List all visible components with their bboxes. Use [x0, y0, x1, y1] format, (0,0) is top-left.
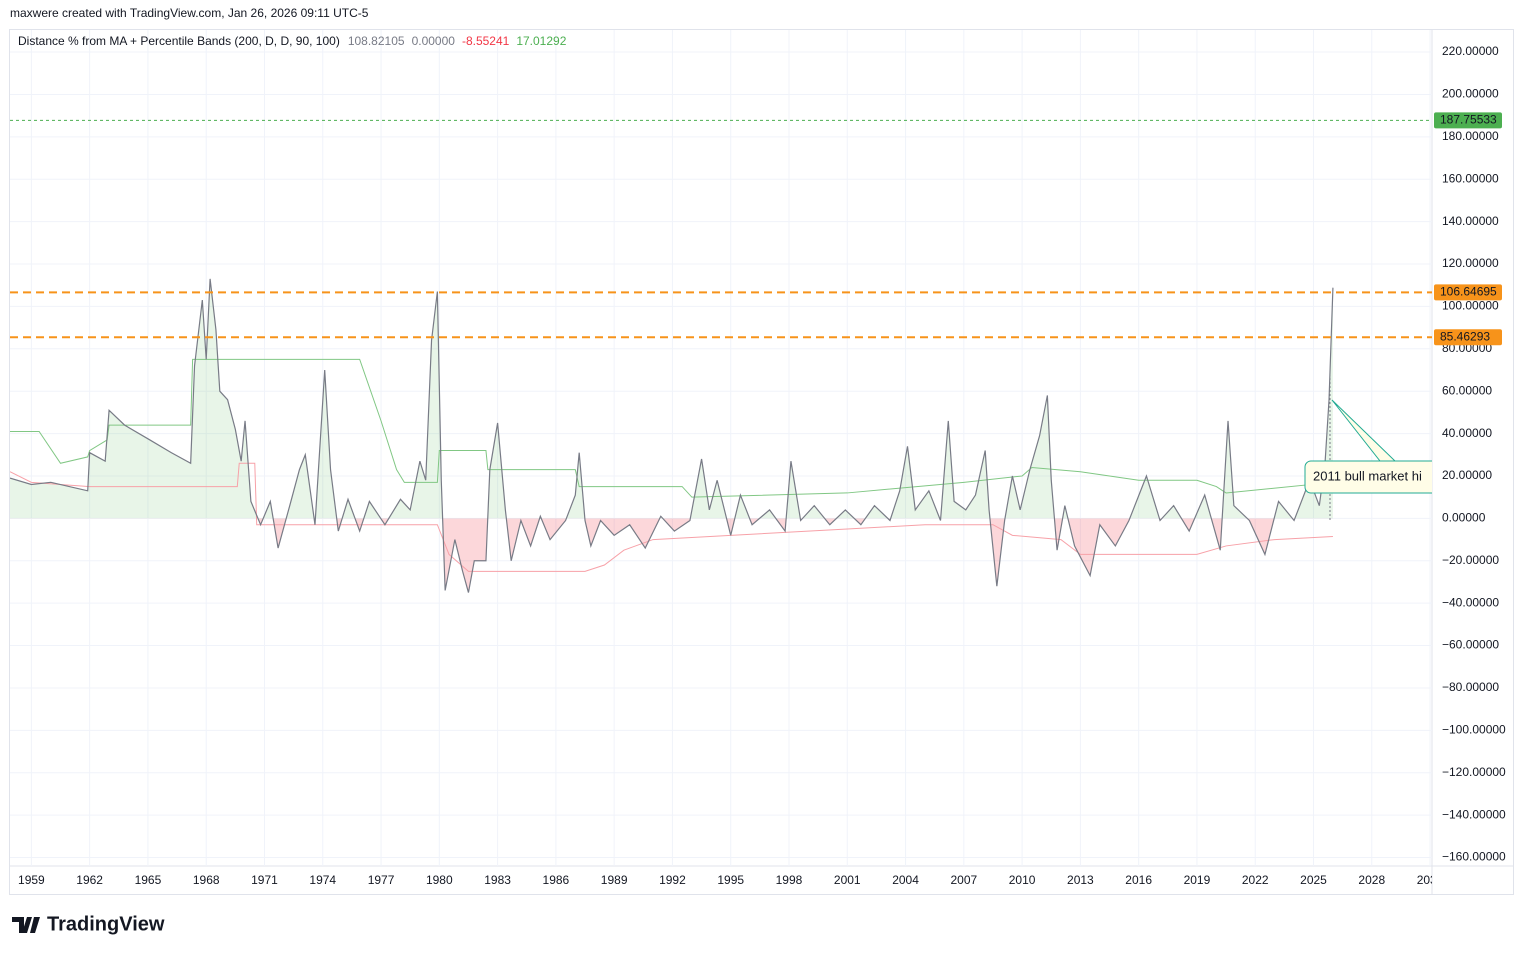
pane-border	[9, 29, 1514, 895]
price-tag	[1434, 112, 1502, 129]
price-tag	[1434, 329, 1502, 346]
x-tick-label: 2007	[950, 873, 977, 887]
y-tick-label: 100.00000	[1442, 299, 1499, 313]
series-line	[10, 462, 1333, 572]
y-tick-label: 220.00000	[1442, 44, 1499, 58]
y-tick-label: 140.00000	[1442, 214, 1499, 228]
y-tick-label: 20.00000	[1442, 468, 1492, 482]
y-tick-label: −140.00000	[1442, 807, 1506, 821]
header: maxwere created with TradingView.com, Ja…	[10, 6, 369, 20]
x-tick-label: 1974	[309, 873, 336, 887]
x-tick-label: 1995	[717, 873, 744, 887]
y-tick-label: 0.00000	[1442, 511, 1486, 525]
time-axis: 1959 1962 1965 1968 1971 1974 1977 1980 1983 1986…	[18, 873, 1444, 887]
price-tag	[1434, 284, 1502, 301]
x-tick-label: 1971	[251, 873, 278, 887]
x-tick-label: 1962	[76, 873, 103, 887]
callout-box	[1304, 460, 1432, 494]
x-tick-label: 2019	[1184, 873, 1211, 887]
x-tick-label: 1980	[426, 873, 453, 887]
y-tick-label: −100.00000	[1442, 723, 1506, 737]
area-above	[10, 278, 1333, 519]
plot-area	[10, 119, 1432, 593]
price-tag-label: 106.64695	[1440, 284, 1497, 298]
x-tick-label: 1992	[659, 873, 686, 887]
y-tick-label: −80.00000	[1442, 680, 1499, 694]
x-tick-label: 2016	[1125, 873, 1152, 887]
x-tick-label: 1968	[193, 873, 220, 887]
indicator-value: 0.00000	[412, 34, 456, 48]
x-tick-label: 2004	[892, 873, 919, 887]
y-tick-label: 200.00000	[1442, 87, 1499, 101]
y-tick-label: 180.00000	[1442, 129, 1499, 143]
y-tick-label: −20.00000	[1442, 553, 1499, 567]
logo: TradingView	[12, 913, 165, 935]
price-axis: 220.00000 200.00000 180.00000 160.00000 140.…	[1434, 44, 1506, 864]
annotation: 2011 bull market hi	[1313, 468, 1422, 483]
x-tick-label: 1977	[368, 873, 395, 887]
y-tick-label: 160.00000	[1442, 171, 1499, 185]
legend: Distance % from MA + Percentile Bands (2…	[18, 34, 567, 48]
brand: TradingView	[47, 913, 165, 935]
x-tick-label: 1983	[484, 873, 511, 887]
x-tick-label: 2010	[1009, 873, 1036, 887]
y-tick-label: −40.00000	[1442, 595, 1499, 609]
series-line	[10, 278, 1334, 593]
x-tick-label: 1986	[543, 873, 570, 887]
y-tick-label: −160.00000	[1442, 850, 1506, 864]
x-tick-label: 2022	[1242, 873, 1269, 887]
x-tick-label: 1989	[601, 873, 628, 887]
price-tag-label: 187.75533	[1440, 113, 1497, 127]
y-tick-label: 60.00000	[1442, 383, 1492, 397]
x-tick-label: 1959	[18, 873, 45, 887]
x-tick-label: 2001	[834, 873, 861, 887]
indicator-value: 108.82105	[348, 34, 405, 48]
x-tick-label: 1998	[776, 873, 803, 887]
y-tick-label: −60.00000	[1442, 638, 1499, 652]
logo-mark	[12, 917, 40, 933]
y-tick-label: 120.00000	[1442, 256, 1499, 270]
indicator-title: Distance % from MA + Percentile Bands (2…	[18, 34, 340, 48]
x-tick-label: 1965	[135, 873, 162, 887]
x-tick-label: 2031	[1417, 873, 1444, 887]
x-tick-label: 2028	[1358, 873, 1385, 887]
y-tick-label: 40.00000	[1442, 426, 1492, 440]
annotation-callout: 2011 bull market hi	[1304, 370, 1432, 520]
price-tag-label: 85.46293	[1440, 329, 1490, 343]
indicator-value: -8.55241	[462, 34, 510, 48]
x-tick-label: 2013	[1067, 873, 1094, 887]
y-tick-label: −120.00000	[1442, 765, 1506, 779]
x-tick-label: 2025	[1300, 873, 1327, 887]
indicator-value: 17.01292	[516, 34, 566, 48]
grid	[10, 30, 1432, 866]
